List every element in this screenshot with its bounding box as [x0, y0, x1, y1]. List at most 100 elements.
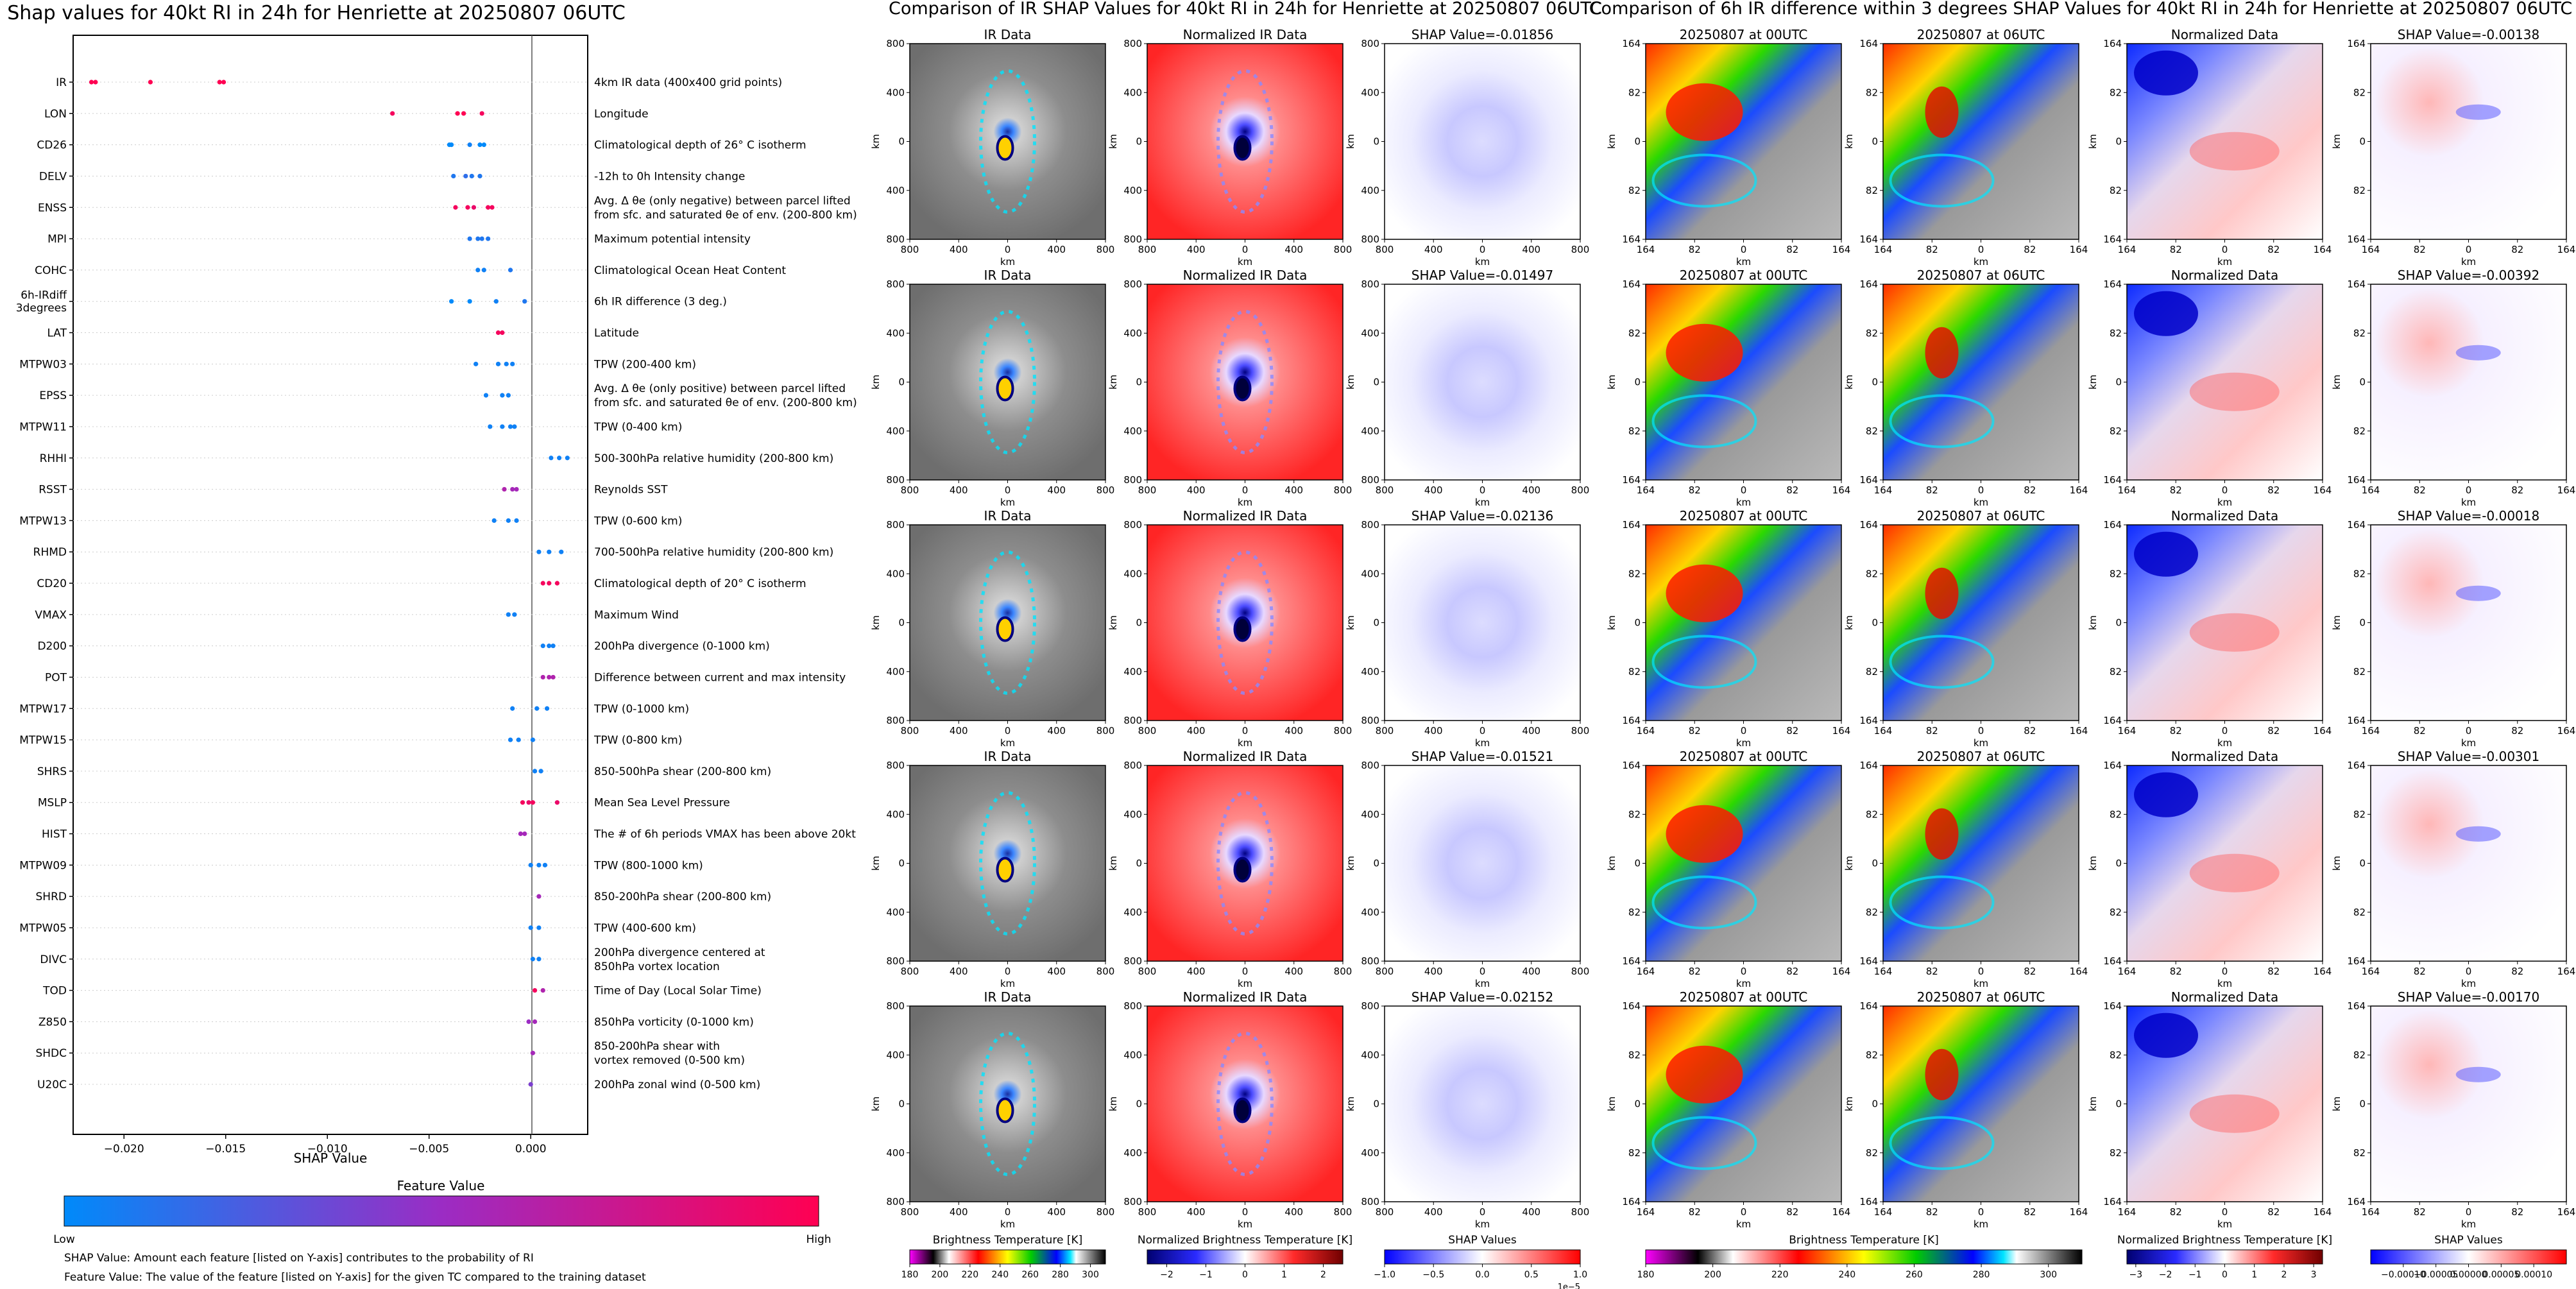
y-tick-label: 82 [2353, 568, 2366, 579]
y-axis-label: km [1606, 134, 1617, 149]
y-tick-label: 164 [2103, 1000, 2122, 1012]
warm-anomaly [2189, 613, 2280, 652]
shap-point [540, 987, 545, 993]
heatmap-panel-shap [1385, 765, 1580, 961]
y-tick-label: 400 [1123, 907, 1142, 918]
y-tick-label: 82 [1866, 568, 1878, 579]
panel-title: IR Data [984, 27, 1032, 42]
irdiff-group-title: Comparison of 6h IR difference within 3 … [1589, 0, 2573, 19]
colorbar [1384, 1249, 1581, 1265]
x-tick-label: 82 [1786, 725, 1798, 737]
y-tick-label: 0 [1634, 377, 1641, 388]
y-axis-label: km [1345, 375, 1356, 389]
x-tick-label: 82 [2267, 244, 2280, 255]
x-tick-label: 400 [1187, 725, 1206, 737]
x-tick-label: 82 [1689, 725, 1701, 737]
y-tick-label: 0 [2115, 1098, 2122, 1110]
x-tick-label: 400 [950, 725, 968, 737]
colorbar-tick-label: 1.0 [1573, 1270, 1587, 1280]
x-tick-label: −0.015 [205, 1143, 246, 1156]
colorbar-tick-label: 300 [1082, 1270, 1099, 1280]
y-tick-label: 800 [1123, 760, 1142, 771]
colorbar-tick-label: 240 [1838, 1270, 1855, 1280]
y-tick-label: 82 [2353, 87, 2366, 98]
shap-point [508, 737, 513, 742]
y-tick-label: 0 [898, 377, 905, 388]
note-feature-value: Feature Value: The value of the feature … [64, 1271, 646, 1284]
x-tick-label: 164 [1832, 1206, 1851, 1218]
x-tick-label: 800 [1096, 244, 1115, 255]
x-tick-label: 400 [950, 244, 968, 255]
x-axis-label: km [1736, 1218, 1751, 1230]
y-tick-label: 82 [1866, 1049, 1878, 1061]
panel-title: 20250807 at 00UTC [1680, 508, 1808, 524]
shap-point [148, 80, 153, 85]
x-tick-label: 0 [1480, 966, 1486, 977]
x-tick-label: 164 [2118, 1206, 2137, 1218]
storm-core [1233, 135, 1252, 161]
y-tick-label: 164 [2103, 278, 2122, 290]
y-tick-label: 800 [886, 234, 905, 245]
shap-point [559, 549, 564, 554]
y-tick-label: 400 [886, 808, 905, 820]
x-axis-label: km [1736, 737, 1751, 749]
y-tick-label: 82 [2110, 185, 2122, 196]
x-tick-label: 164 [2557, 966, 2576, 977]
x-tick-label: 400 [950, 484, 968, 496]
shap-point [530, 1050, 536, 1055]
x-axis-label: km [2461, 737, 2476, 749]
x-axis-label: km [1000, 737, 1015, 749]
x-tick-label: 400 [1424, 244, 1443, 255]
feature-name-label: LAT [47, 327, 67, 340]
x-tick-label: 164 [2557, 1206, 2576, 1218]
colorbar-tick-label: −1.0 [1374, 1270, 1395, 1280]
x-tick-label: 0 [2466, 244, 2472, 255]
cloud-edge [1889, 635, 1995, 689]
y-tick-label: 164 [1622, 278, 1641, 290]
x-tick-label: 400 [1047, 484, 1066, 496]
x-tick-label: 400 [1284, 966, 1303, 977]
x-tick-label: 82 [2024, 244, 2036, 255]
x-tick-label: 800 [901, 725, 919, 737]
y-tick-label: 82 [2353, 808, 2366, 820]
cold-anomaly [2134, 772, 2198, 817]
x-tick-label: 0 [1480, 244, 1486, 255]
feature-name-label: Z850 [38, 1016, 67, 1029]
x-tick-label: 82 [1926, 244, 1938, 255]
x-tick-label: 0 [2222, 244, 2228, 255]
feature-description-label: TPW (400-600 km) [593, 922, 696, 935]
y-tick-label: 164 [1622, 234, 1641, 245]
y-tick-label: 0 [2359, 377, 2366, 388]
y-tick-label: 400 [886, 425, 905, 437]
feature-description-label: 850-200hPa shear (200-800 km) [594, 891, 771, 903]
panel-title: IR Data [984, 268, 1032, 283]
y-tick-label: 0 [1373, 858, 1379, 869]
x-axis-label: km [1736, 978, 1751, 989]
y-tick-label: 164 [1859, 715, 1878, 726]
shap-point [467, 299, 472, 304]
colorbar-tick-label: 0.00000 [2450, 1270, 2487, 1280]
x-axis-label: km [1000, 497, 1015, 508]
x-axis-label: km [1000, 978, 1015, 989]
x-tick-label: 82 [2024, 966, 2036, 977]
y-tick-label: 0 [1373, 617, 1379, 629]
y-tick-label: 800 [1361, 955, 1379, 967]
x-tick-label: 82 [2511, 725, 2523, 737]
y-tick-label: 800 [1123, 38, 1142, 49]
x-tick-label: 800 [901, 1206, 919, 1218]
x-tick-label: 164 [2070, 1206, 2088, 1218]
feature-description-label: Longitude [594, 108, 649, 121]
x-tick-label: 800 [1376, 725, 1394, 737]
y-tick-label: 82 [1628, 666, 1641, 678]
x-tick-label: 82 [2170, 1206, 2182, 1218]
y-tick-label: 82 [2353, 185, 2366, 196]
panel-title: SHAP Value=-0.00392 [2398, 268, 2539, 283]
heatmap-panel-ir2 [1646, 1006, 1841, 1202]
shap-point [550, 674, 556, 680]
feature-description-label: Climatological depth of 20° C isotherm [594, 577, 806, 590]
x-tick-label: 82 [1786, 484, 1798, 496]
y-tick-label: 0 [1136, 1098, 1142, 1110]
feature-description-label: 700-500hPa relative humidity (200-800 km… [594, 546, 833, 559]
heatmap-panel-ir2b [1883, 525, 2079, 721]
x-tick-label: 0 [1978, 484, 1984, 496]
